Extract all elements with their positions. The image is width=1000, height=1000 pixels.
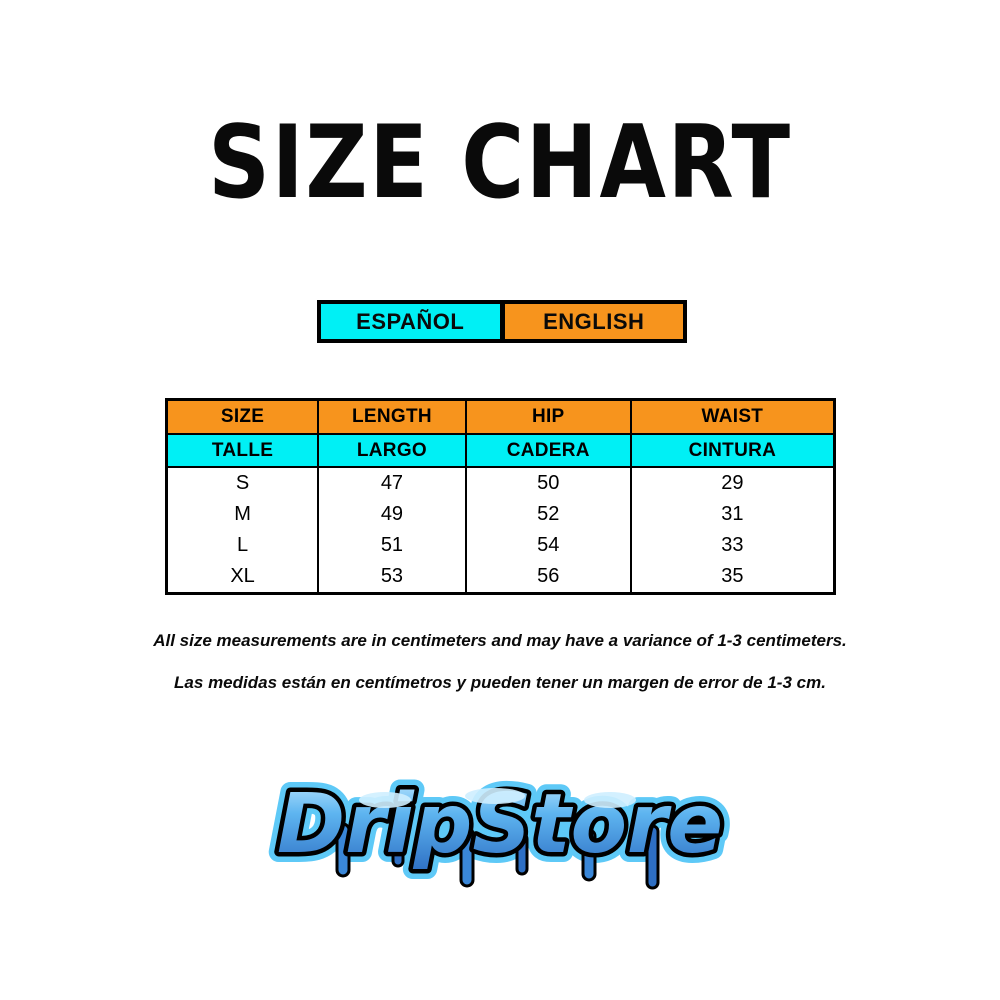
header-cintura: CINTURA: [629, 434, 836, 468]
dripstore-logo-art: DripStore DripStore: [267, 767, 733, 890]
cell-length: 47: [317, 467, 467, 499]
size-table: SIZE LENGTH HIP WAIST TALLE LARGO CADERA…: [165, 398, 836, 595]
cell-waist: 29: [629, 467, 836, 499]
dripstore-logo: DripStore DripStore: [265, 752, 735, 902]
note-spanish: Las medidas están en centímetros y puede…: [174, 673, 826, 692]
cell-size: XL: [165, 561, 320, 594]
cell-hip: 52: [464, 499, 632, 530]
table-header-spanish: TALLE LARGO CADERA CINTURA: [165, 434, 836, 468]
cell-size: M: [165, 499, 320, 530]
header-hip: HIP: [464, 399, 632, 435]
cell-hip: 56: [464, 561, 632, 594]
header-length: LENGTH: [317, 399, 467, 435]
cell-size: L: [165, 530, 320, 561]
table-row-m: M 49 52 31: [165, 499, 836, 530]
logo-drips: [335, 822, 660, 890]
language-tabs: ESPAÑOL ENGLISH: [317, 300, 687, 343]
header-talle: TALLE: [165, 434, 320, 468]
note-english: All size measurements are in centimeters…: [153, 631, 847, 650]
table-row-s: S 47 50 29: [165, 467, 836, 499]
logo-highlights: [359, 788, 636, 808]
header-cadera: CADERA: [464, 434, 632, 468]
table-row-xl: XL 53 56 35: [165, 561, 836, 594]
tab-espanol[interactable]: ESPAÑOL: [321, 304, 500, 339]
tab-english[interactable]: ENGLISH: [504, 304, 683, 339]
header-size: SIZE: [165, 399, 320, 435]
cell-length: 49: [317, 499, 467, 530]
page-title: SIZE CHART: [208, 103, 792, 221]
table-row-l: L 51 54 33: [165, 530, 836, 561]
cell-length: 51: [317, 530, 467, 561]
cell-hip: 54: [464, 530, 632, 561]
header-largo: LARGO: [317, 434, 467, 468]
cell-waist: 35: [629, 561, 836, 594]
cell-hip: 50: [464, 467, 632, 499]
cell-waist: 31: [629, 499, 836, 530]
table-header-english: SIZE LENGTH HIP WAIST: [165, 399, 836, 435]
cell-size: S: [165, 467, 320, 499]
header-waist: WAIST: [629, 399, 836, 435]
dripstore-logo-text: DripStore: [277, 777, 723, 872]
cell-waist: 33: [629, 530, 836, 561]
cell-length: 53: [317, 561, 467, 594]
